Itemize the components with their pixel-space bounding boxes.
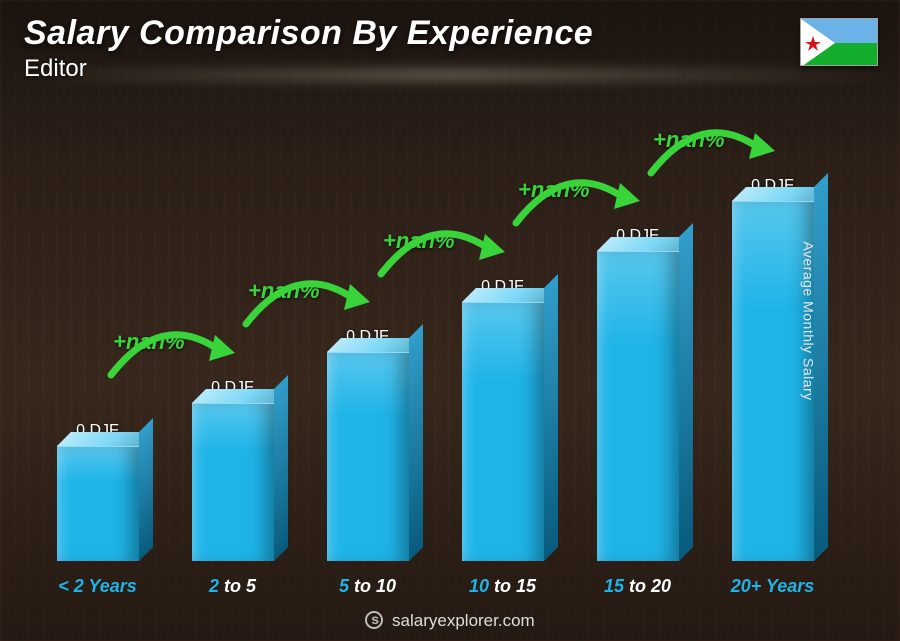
bar-front-face [462, 302, 544, 561]
page-subtitle: Editor [24, 55, 876, 83]
bar [462, 302, 544, 561]
bar-group: 0 DJF+nan% [171, 379, 294, 561]
x-label-plain: to 15 [489, 576, 536, 596]
bar-side-face [274, 375, 288, 561]
bar-group: 0 DJF [36, 422, 159, 561]
x-axis-category: 15 to 20 [576, 576, 699, 597]
bar-side-face [544, 274, 558, 561]
x-axis-category: 20+ Years [711, 576, 834, 597]
bar [57, 446, 139, 561]
x-axis-category: 5 to 10 [306, 576, 429, 597]
bar-front-face [192, 403, 274, 561]
bar-front-face [327, 352, 409, 561]
pct-increase-label: +nan% [113, 329, 185, 355]
x-label-accent: < 2 Years [58, 576, 137, 596]
x-axis-category: 10 to 15 [441, 576, 564, 597]
bar [192, 403, 274, 561]
x-label-plain: to 10 [349, 576, 396, 596]
y-axis-label: Average Monthly Salary [800, 241, 816, 400]
bar-front-face [57, 446, 139, 561]
bar [327, 352, 409, 561]
header: Salary Comparison By Experience Editor [24, 14, 876, 83]
bar-side-face [679, 223, 693, 561]
bar-front-face [597, 251, 679, 561]
bar-side-face [409, 324, 423, 561]
pct-increase-label: +nan% [383, 228, 455, 254]
bar-group: 0 DJF+nan% [441, 278, 564, 561]
x-axis-labels: < 2 Years 2 to 5 5 to 10 10 to 15 15 to 20 20… [30, 576, 840, 597]
x-label-plain: to 20 [624, 576, 671, 596]
footer-text: salaryexplorer.com [392, 611, 535, 630]
pct-increase-label: +nan% [248, 278, 320, 304]
x-label-accent: 20+ Years [731, 576, 815, 596]
bar [597, 251, 679, 561]
x-label-accent: 15 [604, 576, 624, 596]
bar-group: 0 DJF+nan% [306, 328, 429, 561]
pct-increase-label: +nan% [518, 177, 590, 203]
x-label-plain: to 5 [219, 576, 256, 596]
footer: salaryexplorer.com [0, 611, 900, 631]
x-axis-category: < 2 Years [36, 576, 159, 597]
page-title: Salary Comparison By Experience [24, 14, 876, 53]
x-axis-category: 2 to 5 [171, 576, 294, 597]
x-label-accent: 10 [469, 576, 489, 596]
bar-group: 0 DJF+nan% [576, 227, 699, 561]
pct-increase-label: +nan% [653, 127, 725, 153]
x-label-accent: 2 [209, 576, 219, 596]
bar-chart: 0 DJF0 DJF+nan%0 DJF+nan%0 DJF+nan%0 DJF… [30, 100, 840, 561]
bar-side-face [139, 418, 153, 561]
x-label-accent: 5 [339, 576, 349, 596]
salaryexplorer-logo-icon [365, 611, 383, 629]
country-flag-djibouti [800, 18, 878, 66]
